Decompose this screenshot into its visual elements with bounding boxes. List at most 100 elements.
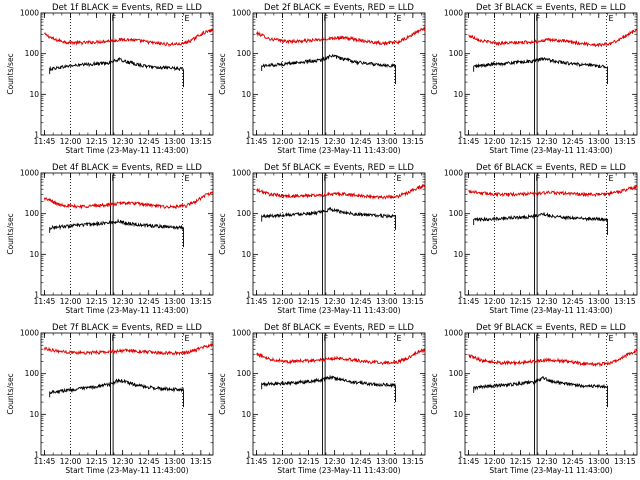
x-tick-label: 12:15 <box>298 457 320 466</box>
flag-label-f: F <box>323 174 328 183</box>
x-tick-label: 12:30 <box>112 297 134 306</box>
x-tick-label: 11:45 <box>34 137 56 146</box>
x-tick-label: 13:00 <box>376 457 398 466</box>
y-tick-label: 100 <box>237 49 252 58</box>
x-tick-label: 12:30 <box>324 457 346 466</box>
detector-panel-8: Det 8f BLACK = Events, RED = LLD 1 10 100 10… <box>218 323 426 475</box>
y-tick-label: 10 <box>453 250 463 259</box>
x-axis-title: Start Time (23-May-11 11:43:00) <box>277 146 400 155</box>
series-black-line <box>473 56 608 84</box>
series-red-line <box>256 26 426 47</box>
plot-frame <box>464 12 638 136</box>
x-tick-label: 13:00 <box>376 297 398 306</box>
x-tick-label: 12:15 <box>510 457 532 466</box>
detector-panel-9: Det 9f BLACK = Events, RED = LLD 1 10 100 10… <box>430 323 638 475</box>
series-black-line <box>261 54 396 84</box>
y-tick-label: 1000 <box>444 169 463 178</box>
plot-frame <box>464 332 638 456</box>
x-axis: 11:45 12:00 12:15 12:30 12:45 13:00 13:15 <box>458 13 636 146</box>
y-tick-label: 100 <box>237 209 252 218</box>
x-axis: 11:45 12:00 12:15 12:30 12:45 13:00 13:15 <box>458 173 636 306</box>
flag-label-f: F <box>535 14 540 23</box>
y-axis: 1 10 100 1000 <box>444 169 637 300</box>
x-tick-label: 13:00 <box>376 137 398 146</box>
y-axis-title: Counts/sec <box>218 373 227 414</box>
x-tick-label: 13:00 <box>164 137 186 146</box>
y-tick-label: 10 <box>453 410 463 419</box>
series-black-line <box>49 378 184 408</box>
x-tick-label: 11:45 <box>34 457 56 466</box>
detector-panel-2: Det 2f BLACK = Events, RED = LLD 1 10 100 10… <box>218 3 426 155</box>
x-tick-label: 12:45 <box>562 457 584 466</box>
x-tick-label: 12:30 <box>112 457 134 466</box>
x-tick-label: 12:00 <box>272 137 294 146</box>
y-tick-label: 1000 <box>232 329 251 338</box>
series-black-line <box>261 206 396 230</box>
flag-label-e: E <box>608 174 613 183</box>
y-tick-label: 100 <box>449 49 464 58</box>
x-tick-label: 12:30 <box>536 457 558 466</box>
x-axis: 11:45 12:00 12:15 12:30 12:45 13:00 13:15 <box>246 173 424 306</box>
flag-label-f: F <box>535 334 540 343</box>
x-tick-label: 12:00 <box>60 137 82 146</box>
x-axis: 11:45 12:00 12:15 12:30 12:45 13:00 13:15 <box>34 173 212 306</box>
x-tick-label: 12:45 <box>350 137 372 146</box>
plot-frame <box>40 172 214 296</box>
x-tick-label: 12:45 <box>138 297 160 306</box>
series-red-line <box>256 183 426 201</box>
y-tick-label: 100 <box>449 369 464 378</box>
plot-frame <box>464 172 638 296</box>
panel-title: Det 8f BLACK = Events, RED = LLD <box>264 323 414 333</box>
y-tick-label: 1000 <box>232 169 251 178</box>
x-axis-title: Start Time (23-May-11 11:43:00) <box>65 146 188 155</box>
x-axis: 11:45 12:00 12:15 12:30 12:45 13:00 13:15 <box>34 333 212 466</box>
series-red-line <box>468 349 638 368</box>
x-tick-label: 12:45 <box>562 297 584 306</box>
x-tick-label: 12:15 <box>510 297 532 306</box>
y-tick-label: 1 <box>458 451 463 460</box>
x-axis-title: Start Time (23-May-11 11:43:00) <box>65 466 188 475</box>
x-tick-label: 12:45 <box>350 457 372 466</box>
x-tick-label: 13:00 <box>588 297 610 306</box>
x-tick-label: 13:15 <box>190 457 212 466</box>
y-axis: 1 10 100 1000 <box>444 9 637 140</box>
detector-panel-6: Det 6f BLACK = Events, RED = LLD 1 10 100 10… <box>430 163 638 315</box>
x-tick-label: 11:45 <box>246 297 268 306</box>
y-tick-label: 1 <box>246 131 251 140</box>
flag-label-e: E <box>396 174 401 183</box>
flag-label-e: E <box>608 14 613 23</box>
series-red-line <box>44 27 214 48</box>
x-tick-label: 12:15 <box>86 137 108 146</box>
x-tick-label: 13:15 <box>614 457 636 466</box>
x-tick-label: 12:00 <box>272 297 294 306</box>
y-axis: 1 10 100 1000 <box>232 9 425 140</box>
y-tick-label: 1000 <box>20 9 39 18</box>
x-axis: 11:45 12:00 12:15 12:30 12:45 13:00 13:15 <box>246 333 424 466</box>
y-tick-label: 100 <box>25 49 40 58</box>
x-tick-label: 12:30 <box>536 297 558 306</box>
y-tick-label: 1 <box>458 131 463 140</box>
y-tick-label: 10 <box>29 250 39 259</box>
x-axis-title: Start Time (23-May-11 11:43:00) <box>489 146 612 155</box>
x-tick-label: 12:45 <box>562 137 584 146</box>
flag-label-e: E <box>396 334 401 343</box>
flag-label-f: F <box>111 14 116 23</box>
y-axis-title: Counts/sec <box>218 53 227 94</box>
y-tick-label: 1000 <box>20 329 39 338</box>
x-tick-label: 11:45 <box>458 457 480 466</box>
y-axis-title: Counts/sec <box>6 213 15 254</box>
panel-title: Det 6f BLACK = Events, RED = LLD <box>476 163 626 173</box>
y-tick-label: 1000 <box>444 9 463 18</box>
y-axis: 1 10 100 1000 <box>232 169 425 300</box>
x-tick-label: 13:15 <box>190 137 212 146</box>
x-tick-label: 12:15 <box>298 137 320 146</box>
x-tick-label: 11:45 <box>34 297 56 306</box>
flag-label-e: E <box>184 14 189 23</box>
series-black-line <box>49 57 184 88</box>
x-tick-label: 13:00 <box>164 457 186 466</box>
y-tick-label: 1 <box>34 131 39 140</box>
y-tick-label: 10 <box>29 410 39 419</box>
panel-title: Det 4f BLACK = Events, RED = LLD <box>52 163 202 173</box>
flag-label-f: F <box>323 334 328 343</box>
